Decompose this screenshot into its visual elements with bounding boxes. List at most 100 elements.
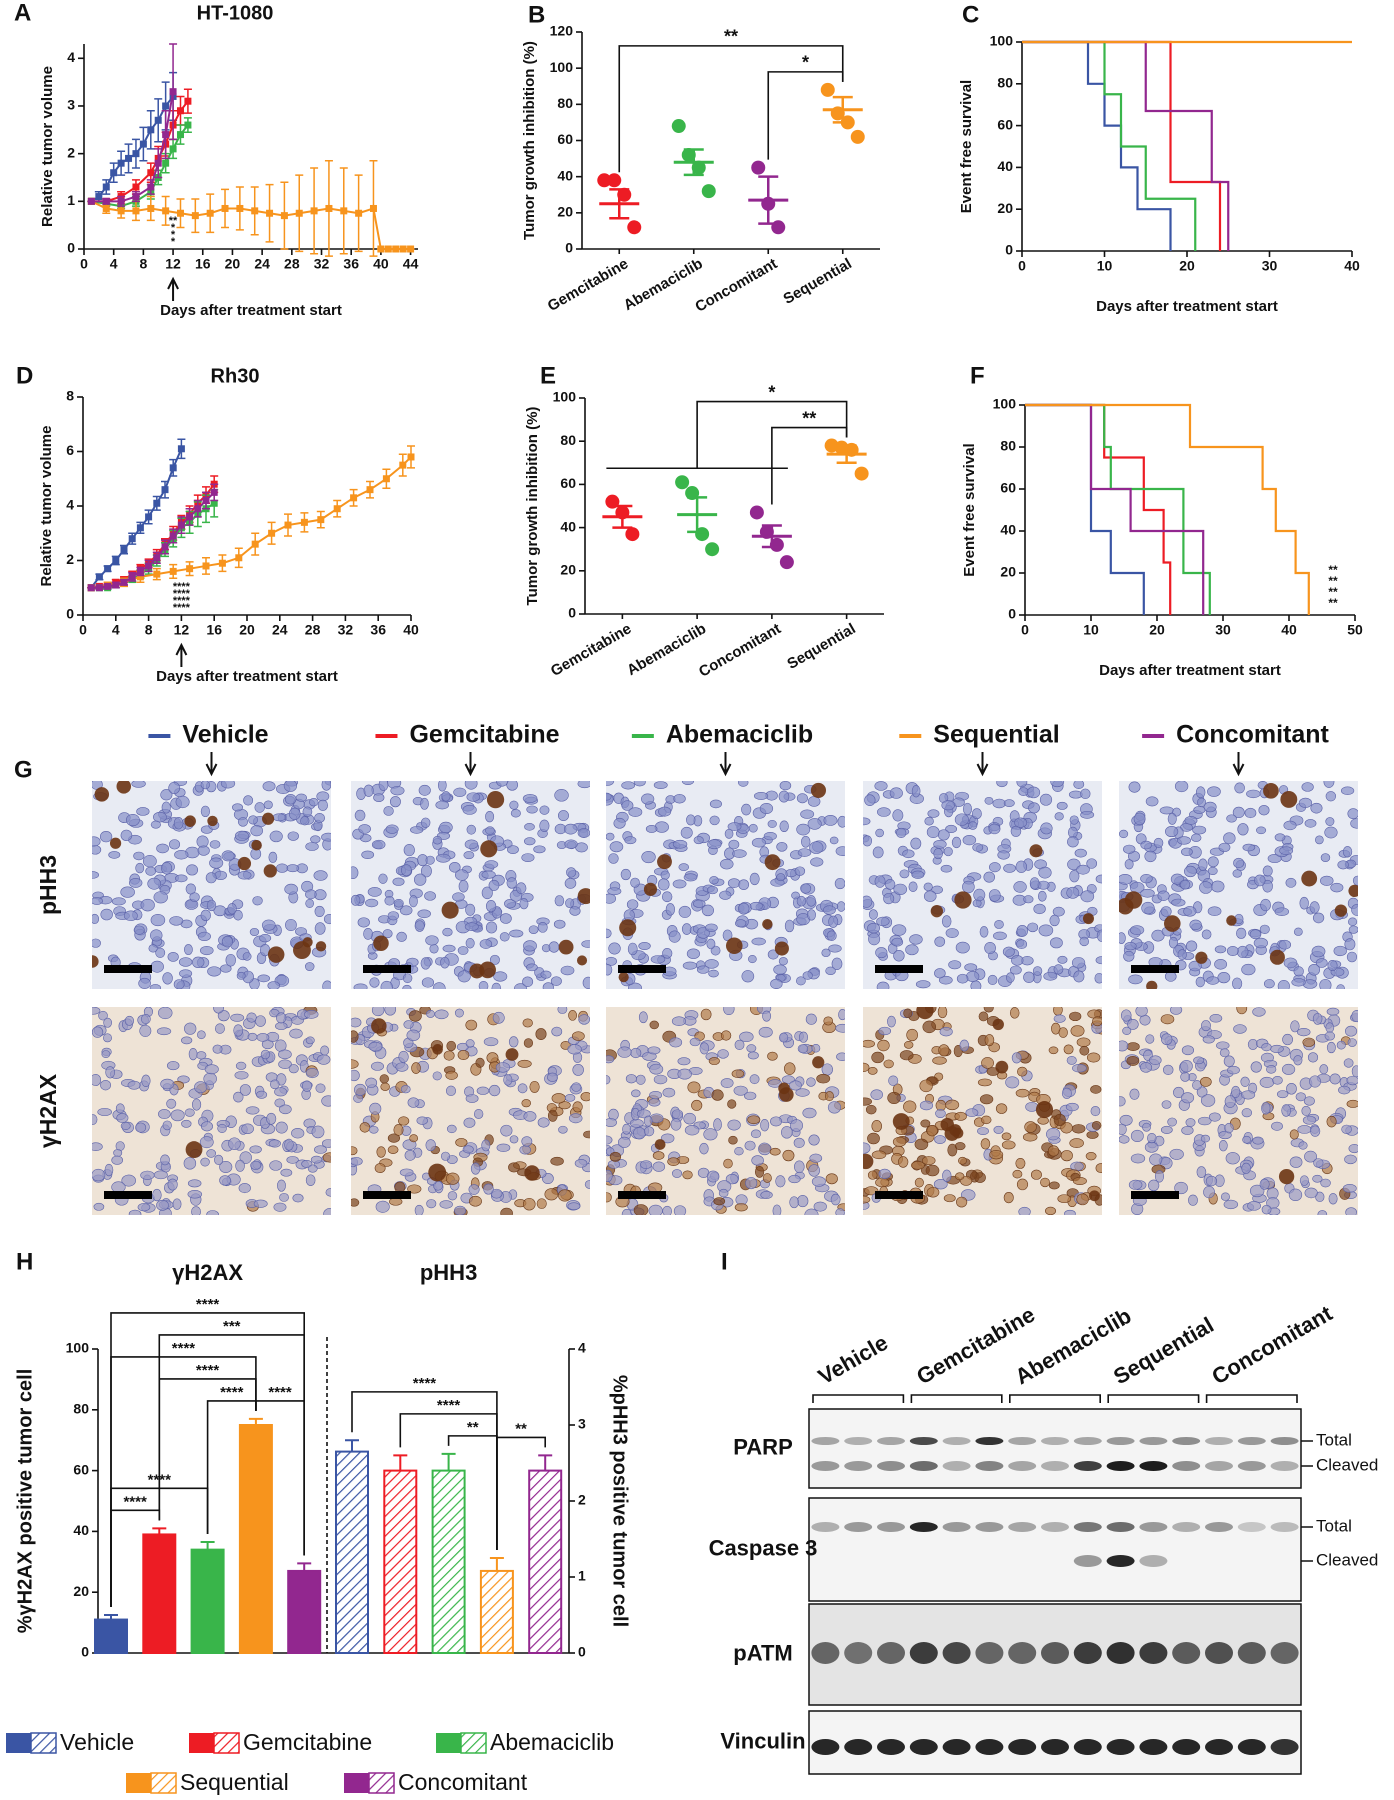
band [1073,1642,1102,1664]
legend-swatch [436,1733,461,1753]
nucleus [1346,1099,1358,1108]
nucleus [1325,791,1337,802]
nucleus [795,976,806,986]
nucleus [175,795,190,809]
nucleus [139,1024,152,1037]
nucleus [1180,1059,1193,1073]
nucleus [672,879,687,889]
marker [110,169,118,177]
nucleus [1181,1092,1195,1104]
nucleus [606,928,612,939]
band [1270,1522,1299,1532]
nucleus [558,1101,571,1110]
band [1106,1642,1135,1664]
nucleus [625,1074,637,1084]
nucleus [489,954,500,965]
nucleus [662,1205,673,1215]
nucleus [420,797,429,810]
marker [117,159,125,167]
nucleus [681,781,695,786]
nucleus [811,1176,826,1187]
significance: * [171,236,176,248]
nucleus [1016,925,1028,937]
nucleus [889,787,903,799]
nucleus [1207,906,1222,917]
band [909,1461,938,1471]
nucleus [906,1028,919,1042]
nucleus [891,924,907,936]
nucleus [1164,971,1177,982]
nucleus [135,1122,147,1133]
nucleus [1002,946,1015,957]
nucleus [488,879,500,891]
stained-cell [940,1117,954,1132]
nucleus [767,819,777,828]
nucleus [1190,833,1202,842]
nucleus [804,1208,819,1215]
nucleus [465,1039,475,1048]
nucleus [754,1165,765,1178]
nucleus [170,1109,185,1122]
nucleus [189,892,200,903]
nucleus [221,850,235,862]
nucleus [1053,1014,1066,1023]
band [1073,1739,1102,1755]
nucleus [622,1123,631,1135]
nucleus [791,891,800,900]
marker [235,554,243,562]
nucleus [577,828,590,838]
nucleus [547,1109,558,1122]
marker [366,486,374,494]
error-bar [297,1562,312,1571]
x-tick-label: 40 [1281,622,1297,638]
nucleus [1086,1130,1099,1139]
nucleus [380,980,393,989]
arrow [719,752,732,777]
legend-swatch [30,1732,57,1754]
nucleus [872,846,884,859]
nucleus [365,1077,378,1088]
nucleus [194,1081,208,1094]
nucleus [1323,781,1335,788]
y-axis-label: %γH2AX positive tumor cell [14,1369,36,1634]
nucleus [406,1029,421,1041]
nucleus [933,839,947,849]
nucleus [300,816,310,826]
band-label: Cleaved [1316,1455,1378,1474]
nucleus [1299,896,1309,910]
nucleus [753,792,769,800]
nucleus [582,976,590,989]
nucleus [1119,874,1133,885]
nucleus [479,939,493,949]
stained-cell [505,1048,519,1061]
nucleus [773,964,787,975]
nucleus [535,1028,547,1041]
nucleus [683,873,698,882]
nucleus [728,839,740,850]
marker [191,212,199,220]
treatment-label: Gemcitabine [409,721,559,749]
y-tick-label: 60 [1000,480,1016,496]
error-bar [248,1417,263,1425]
significance: **** [173,588,191,600]
nucleus [92,845,102,855]
nucleus [958,1156,967,1165]
stained-cell [251,840,262,851]
nucleus [648,1204,663,1215]
nucleus [1037,1116,1049,1125]
nucleus [641,793,655,805]
marker [280,212,288,220]
y-tick-label: 100 [550,59,574,75]
nucleus [173,816,184,830]
nucleus [962,835,977,846]
nucleus [563,823,578,835]
nucleus [181,1119,192,1128]
nucleus [1302,1115,1317,1125]
nucleus [897,1156,909,1168]
nucleus [606,1192,612,1203]
nucleus [762,1173,772,1183]
nucleus [1347,808,1358,820]
nucleus [544,1188,559,1201]
point [625,527,640,542]
y2-axis-label: %pHH3 positive tumor cell [609,1375,631,1627]
